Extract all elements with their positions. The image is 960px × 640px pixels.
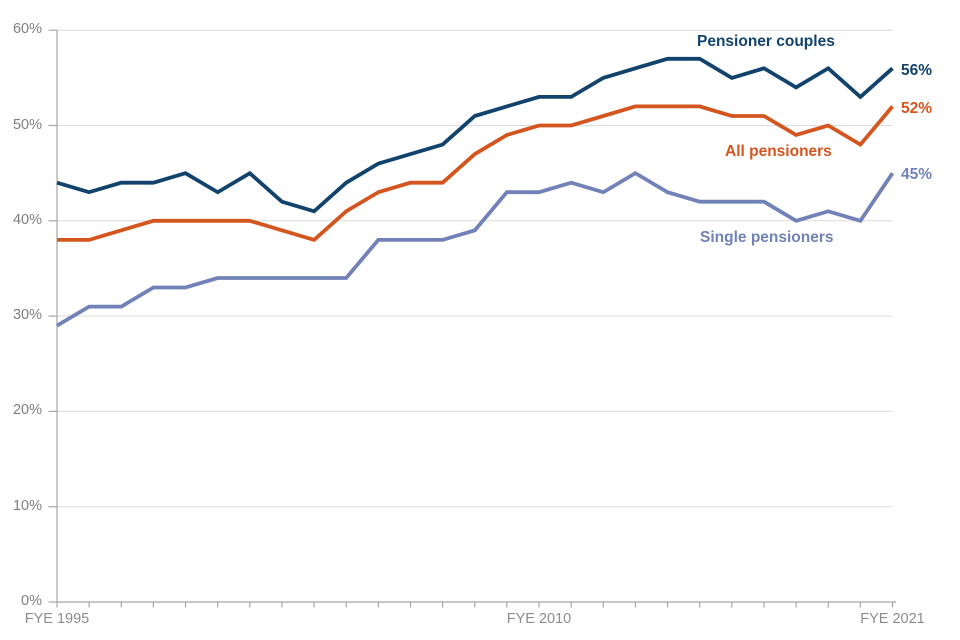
- series-label-pensioner-couples: Pensioner couples: [697, 33, 835, 50]
- y-axis-tick-label: 40%: [12, 211, 42, 228]
- y-axis-tick-label: 20%: [12, 402, 42, 419]
- y-axis-tick-label: 10%: [12, 497, 42, 514]
- series-label-single-pensioners: Single pensioners: [700, 229, 834, 246]
- x-axis-tick-label: FYE 1995: [24, 611, 90, 627]
- x-axis-tick-label: FYE 2021: [860, 611, 925, 627]
- y-axis-tick-label: 0%: [21, 593, 42, 609]
- series-line-single-pensioners: [56, 170, 895, 328]
- series-line-pensioner-couples: [56, 56, 894, 214]
- end-value-label-all-pensioners: 52%: [901, 100, 933, 117]
- end-value-label-single-pensioners: 45%: [901, 166, 933, 183]
- x-axis-tick-label: FYE 2010: [506, 611, 572, 627]
- series-label-all-pensioners: All pensioners: [725, 143, 832, 160]
- end-value-label-pensioner-couples: 56%: [901, 62, 933, 79]
- y-axis-tick-label: 60%: [12, 21, 42, 38]
- series-line-all-pensioners: [57, 104, 894, 243]
- y-axis-tick-label: 50%: [12, 116, 42, 133]
- y-axis-tick-label: 30%: [12, 307, 42, 324]
